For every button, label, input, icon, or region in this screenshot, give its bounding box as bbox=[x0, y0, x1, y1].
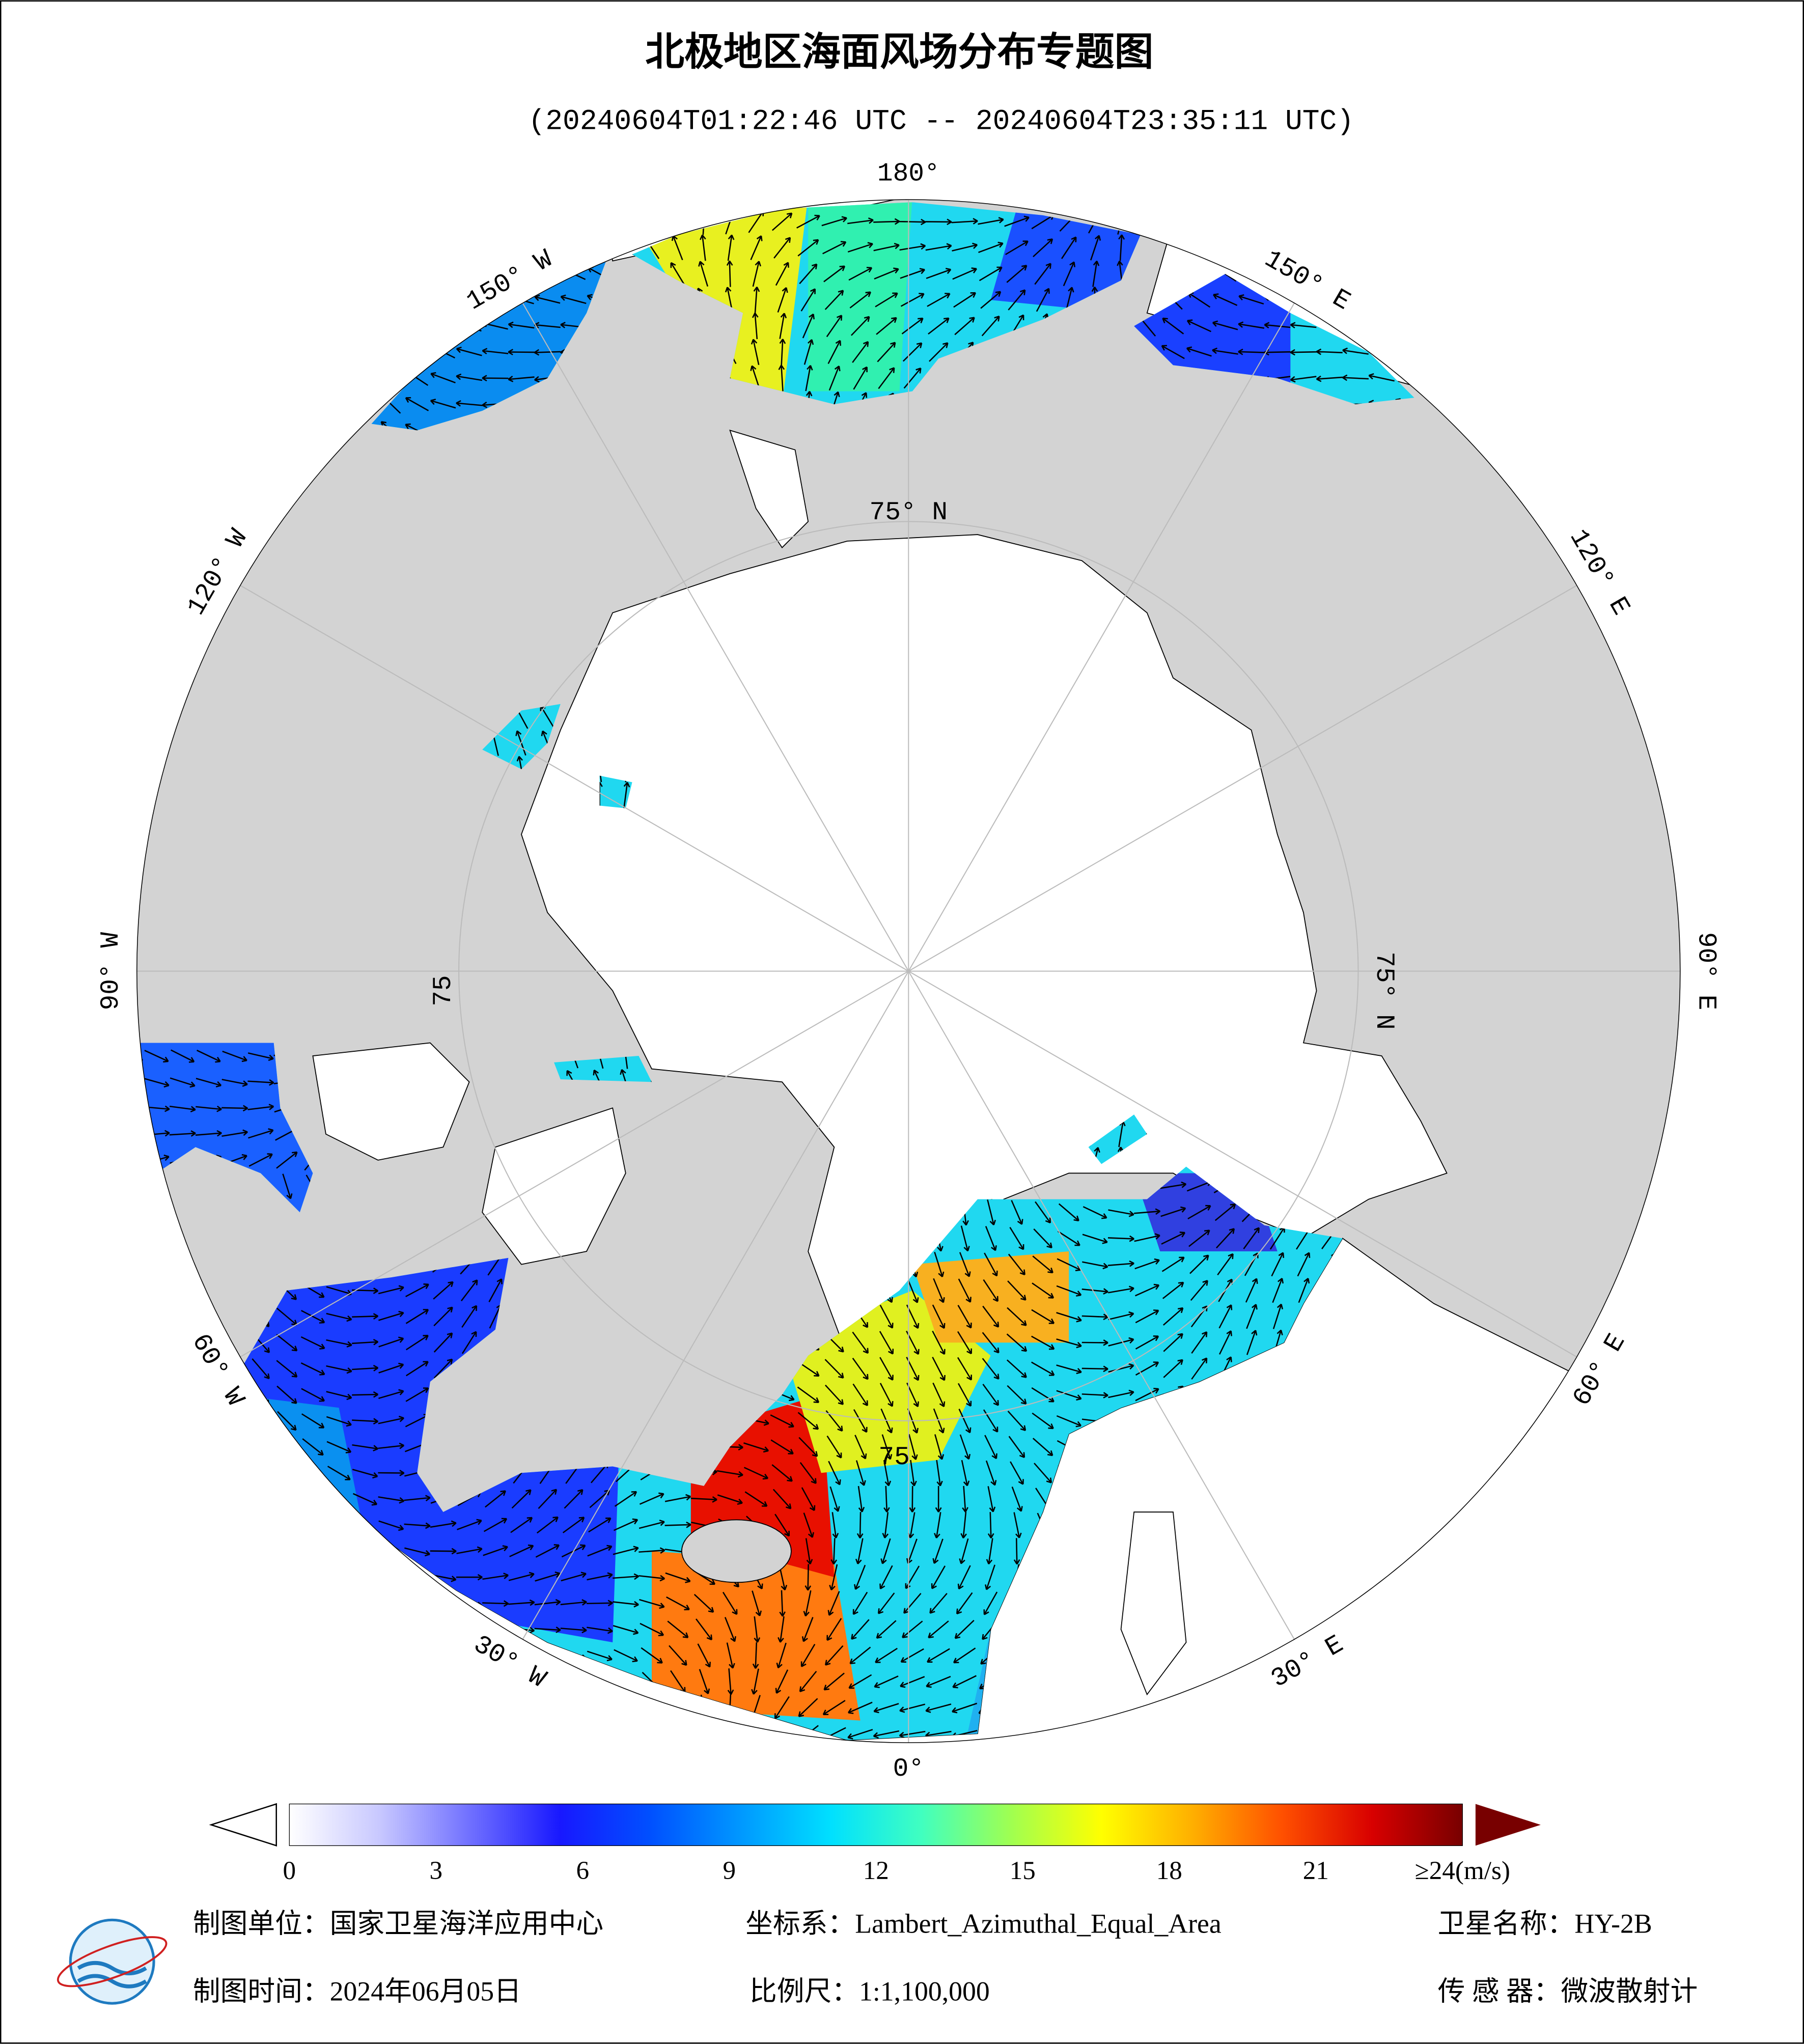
latitude-labels: 75° N 75° N 75 75 bbox=[429, 498, 1399, 1472]
bering-strait bbox=[729, 429, 809, 549]
longitude-label: 180° bbox=[877, 159, 940, 188]
under-triangle bbox=[209, 1803, 277, 1847]
meridian bbox=[517, 971, 909, 1649]
colorbar: 0 3 6 9 12 15 18 21 ≥24(m/s) bbox=[209, 1803, 1541, 1885]
latitude-label: 75 bbox=[878, 1443, 909, 1472]
over-triangle bbox=[1475, 1804, 1541, 1846]
footer-satellite: 卫星名称：HY-2B bbox=[1438, 1908, 1652, 1939]
arctic-ocean bbox=[521, 534, 1448, 1357]
colorbar-over-label: ≥24(m/s) bbox=[1415, 1856, 1510, 1885]
colorbar-tick-label: 0 bbox=[283, 1856, 296, 1885]
meridian bbox=[908, 970, 1587, 1363]
meridian bbox=[517, 293, 909, 972]
meridian bbox=[908, 293, 1300, 972]
footer-projection: 坐标系：Lambert_Azimuthal_Equal_Area bbox=[745, 1908, 1222, 1939]
longitude-label: 90° E bbox=[1691, 932, 1720, 1011]
meridian bbox=[231, 579, 909, 972]
baffin-bay bbox=[482, 1107, 626, 1265]
logo bbox=[57, 1918, 168, 2005]
iceland bbox=[681, 1519, 792, 1583]
footer-sensor: 传 感 器：微波散射计 bbox=[1438, 1976, 1698, 2007]
longitude-label: 90° W bbox=[96, 932, 126, 1011]
colorbar-tick-label: 9 bbox=[723, 1856, 736, 1885]
footer-scale: 比例尺：1:1,100,000 bbox=[750, 1976, 990, 2007]
colorbar-tick-label: 6 bbox=[576, 1856, 590, 1885]
footer-unit: 制图单位：国家卫星海洋应用中心 bbox=[193, 1908, 603, 1939]
colorbar-tick-label: 15 bbox=[1010, 1856, 1036, 1885]
title: 北极地区海面风场分布专题图 bbox=[645, 31, 1153, 74]
colorbar-tick-label: 3 bbox=[430, 1856, 443, 1885]
colorbar-tick-label: 18 bbox=[1156, 1856, 1182, 1885]
meridian bbox=[908, 971, 1300, 1649]
map-border bbox=[136, 199, 1681, 1743]
hudson-bay bbox=[312, 1042, 470, 1161]
latitude-label: 75° N bbox=[870, 498, 948, 527]
graticule bbox=[136, 200, 1680, 1743]
longitude-label: 0° bbox=[893, 1754, 924, 1784]
latitude-label: 75° N bbox=[1369, 951, 1399, 1030]
footer-date: 制图时间：2024年06月05日 bbox=[193, 1976, 521, 2007]
colorbar-tick-label: 21 bbox=[1303, 1856, 1329, 1885]
colorbar-gradient bbox=[289, 1803, 1463, 1846]
meridian bbox=[231, 970, 909, 1363]
baltic bbox=[1120, 1511, 1187, 1696]
meridian bbox=[908, 579, 1587, 972]
subtitle: (20240604T01:22:46 UTC -- 20240604T23:35… bbox=[528, 105, 1354, 137]
colorbar-tick-label: 12 bbox=[863, 1856, 889, 1885]
latitude-label: 75 bbox=[429, 975, 458, 1006]
